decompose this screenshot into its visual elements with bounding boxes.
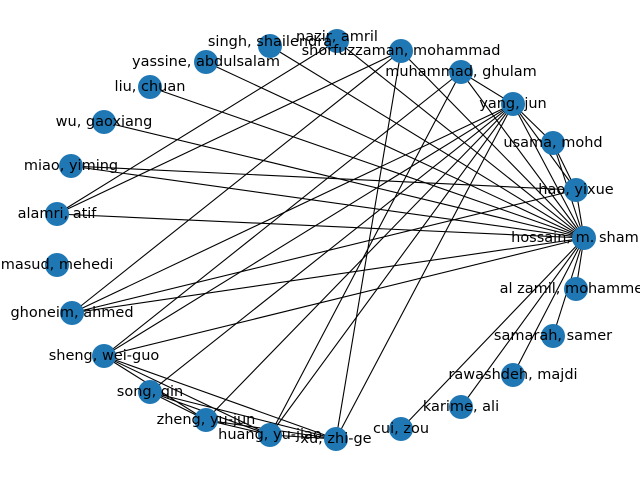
node-label-alamri: alamri, atif (18, 206, 98, 222)
node-muhammad (449, 60, 473, 84)
node-label-liu: liu, chuan (115, 79, 186, 95)
edge-hossain-rawashdeh (512, 237, 585, 376)
edges-layer (56, 40, 585, 440)
edge-shorfuzzaman-xu (335, 50, 402, 440)
node-label-shorfuzzaman: shorfuzzaman, mohammad (302, 43, 501, 59)
edge-yang-song (149, 103, 514, 393)
node-label-yassine: yassine, abdulsalam (132, 54, 280, 70)
edge-hossain-karime (460, 237, 585, 408)
edge-song-xu (149, 391, 337, 440)
edge-sheng-huang (103, 355, 271, 436)
edge-nazir-alamri (56, 40, 338, 215)
edge-hossain-miao (70, 165, 585, 239)
edge-yang-zheng (205, 103, 514, 421)
edge-yang-xu (335, 103, 514, 440)
node-sheng (92, 344, 116, 368)
edge-shorfuzzaman-alamri (56, 50, 402, 215)
edge-hossain-sheng (103, 237, 585, 357)
node-label-hao: hao, yixue (538, 182, 614, 198)
node-alzamil (564, 277, 588, 301)
node-label-samarah: samarah, samer (494, 328, 612, 344)
edge-hao-ghoneim (71, 189, 577, 314)
node-label-nazir: nazir, amril (296, 29, 378, 45)
node-usama (541, 131, 565, 155)
edge-hossain-yassine (205, 61, 585, 239)
edge-hossain-ghoneim (71, 237, 585, 314)
edge-yang-huang (269, 103, 514, 436)
edge-hossain-yang (512, 103, 585, 239)
node-label-muhammad: muhammad, ghulam (385, 64, 537, 80)
edge-hossain-shorfuzzaman (400, 50, 585, 239)
node-label-wu: wu, gaoxiang (56, 114, 153, 130)
node-hossain (572, 226, 596, 250)
node-karime (449, 395, 473, 419)
node-yang (501, 92, 525, 116)
node-label-miao: miao, yiming (24, 158, 118, 174)
node-label-cui: cui, zou (373, 421, 429, 437)
node-zheng (194, 408, 218, 432)
node-label-ghoneim: ghoneim, ahmed (10, 305, 133, 321)
node-label-hossain: hossain, m. shamim (511, 230, 640, 246)
node-miao (59, 154, 83, 178)
edge-hossain-cui (400, 237, 585, 430)
nodes-layer (45, 29, 596, 451)
node-nazir (325, 29, 349, 53)
edge-sheng-xu (103, 355, 337, 440)
labels-layer: hossain, m. shamim hao, yixue usama, mohd y… (1, 29, 640, 447)
node-hao (564, 178, 588, 202)
node-huang (258, 423, 282, 447)
edge-hao-miao (70, 165, 577, 191)
node-label-karime: karime, ali (423, 399, 499, 415)
node-label-sheng: sheng, wei-guo (49, 348, 160, 364)
node-label-xu: xu, zhi-ge (300, 431, 371, 447)
node-alamri (45, 202, 69, 226)
node-shorfuzzaman (389, 39, 413, 63)
node-label-yang: yang, jun (479, 96, 547, 112)
node-label-usama: usama, mohd (503, 135, 602, 151)
edge-hossain-alamri (56, 213, 585, 239)
node-masud (45, 253, 69, 277)
edge-shorfuzzaman-ghoneim (71, 50, 402, 314)
node-samarah (541, 324, 565, 348)
node-label-song: song, qin (117, 384, 183, 400)
node-liu (138, 75, 162, 99)
edge-yang-sheng (103, 103, 514, 357)
node-singh (258, 34, 282, 58)
node-wu (92, 110, 116, 134)
node-ghoneim (60, 301, 84, 325)
node-label-zheng: zheng, yu-jun (157, 412, 256, 428)
edge-muhammad-sheng (103, 71, 462, 357)
node-label-huang: huang, yu-jiao (218, 427, 322, 443)
edge-hossain-muhammad (460, 71, 585, 239)
node-rawashdeh (501, 363, 525, 387)
node-song (138, 380, 162, 404)
edge-hossain-nazir (336, 40, 585, 239)
node-label-masud: masud, mehedi (1, 257, 114, 273)
edge-yang-ghoneim (71, 103, 514, 314)
edge-muhammad-huang (269, 71, 462, 436)
node-label-alzamil: al zamil, mohammed (500, 281, 640, 297)
edge-hossain-singh (269, 45, 585, 239)
node-label-rawashdeh: rawashdeh, majdi (448, 367, 577, 383)
node-yassine (194, 50, 218, 74)
edge-hossain-wu (103, 121, 585, 239)
node-xu (324, 427, 348, 451)
node-cui (389, 417, 413, 441)
node-label-singh: singh, shailendra (208, 34, 332, 50)
